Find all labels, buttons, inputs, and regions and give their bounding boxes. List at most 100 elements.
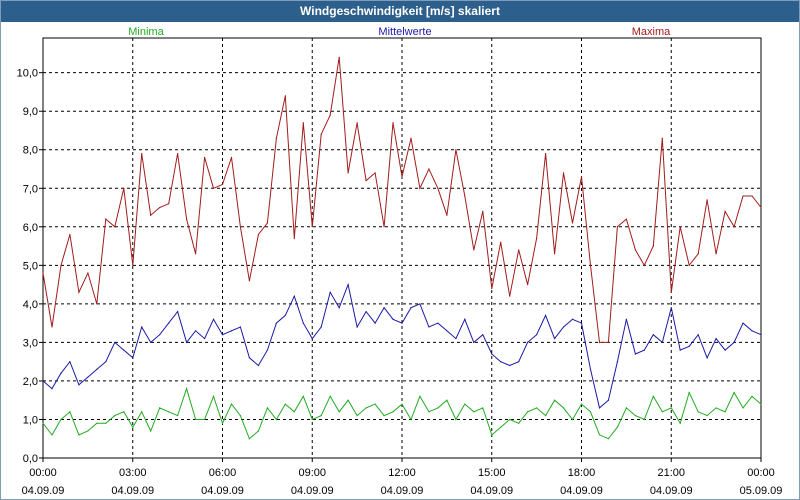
data-point bbox=[437, 322, 439, 324]
data-point bbox=[248, 357, 251, 359]
data-point bbox=[311, 337, 313, 340]
data-point bbox=[491, 287, 493, 290]
x-tick-time: 03:00 bbox=[119, 467, 147, 479]
x-tick-date: 04.09.09 bbox=[381, 485, 424, 497]
data-point bbox=[203, 337, 206, 340]
data-point bbox=[194, 330, 197, 332]
data-point bbox=[105, 218, 107, 220]
y-axis-ticks: 0,0 1,0 2,0 3,0 4,0 5,0 6,0 7,0 8,0 9,0 10,0 bbox=[17, 68, 43, 465]
data-point bbox=[473, 249, 475, 251]
data-point bbox=[625, 218, 627, 220]
data-point bbox=[742, 407, 744, 409]
data-point bbox=[42, 422, 44, 424]
data-point bbox=[168, 322, 170, 324]
data-point bbox=[177, 310, 179, 313]
x-tick-date: 04.09.09 bbox=[470, 485, 513, 497]
data-point bbox=[482, 210, 484, 212]
data-point bbox=[383, 226, 385, 228]
data-point bbox=[105, 422, 107, 424]
data-point bbox=[132, 426, 134, 428]
data-point bbox=[212, 395, 215, 397]
data-point bbox=[571, 418, 574, 421]
data-point bbox=[509, 364, 511, 367]
x-tick-date: 04.09.09 bbox=[291, 485, 334, 497]
data-point bbox=[69, 233, 71, 236]
x-tick-date: 04.09.09 bbox=[22, 485, 65, 497]
data-point bbox=[580, 322, 583, 324]
data-point bbox=[374, 322, 376, 324]
data-point bbox=[365, 179, 367, 182]
data-point bbox=[536, 237, 538, 239]
data-point bbox=[257, 430, 259, 432]
data-point bbox=[374, 403, 376, 405]
data-point bbox=[293, 411, 295, 413]
data-point bbox=[697, 253, 699, 255]
data-point bbox=[419, 187, 421, 189]
data-point bbox=[652, 395, 654, 397]
data-point bbox=[428, 326, 430, 328]
series-lines bbox=[42, 56, 762, 440]
data-point bbox=[239, 326, 242, 328]
data-point bbox=[446, 330, 448, 332]
data-point bbox=[42, 272, 44, 274]
data-point bbox=[60, 372, 62, 374]
data-point bbox=[634, 415, 636, 417]
data-point bbox=[643, 264, 645, 266]
data-point bbox=[203, 418, 206, 421]
data-point bbox=[194, 418, 197, 421]
data-point bbox=[527, 341, 529, 344]
data-point bbox=[446, 399, 448, 401]
data-point bbox=[715, 253, 717, 255]
data-point bbox=[634, 249, 636, 251]
data-point bbox=[553, 337, 556, 340]
data-point bbox=[751, 195, 753, 197]
data-point bbox=[365, 310, 367, 313]
data-point bbox=[661, 341, 663, 344]
data-point bbox=[51, 326, 53, 328]
data-point bbox=[401, 322, 403, 324]
data-point bbox=[275, 322, 277, 324]
data-point bbox=[464, 195, 466, 197]
data-point bbox=[437, 187, 439, 189]
data-point bbox=[383, 415, 385, 417]
data-point bbox=[553, 253, 556, 255]
grid-lines bbox=[43, 38, 761, 458]
data-point bbox=[203, 156, 206, 159]
data-point bbox=[580, 176, 583, 178]
data-point bbox=[87, 430, 89, 432]
data-point bbox=[293, 237, 295, 239]
data-point bbox=[598, 407, 601, 409]
data-point bbox=[652, 334, 654, 336]
data-point bbox=[473, 411, 475, 413]
data-point bbox=[410, 137, 412, 139]
data-point bbox=[491, 434, 493, 436]
data-point bbox=[437, 407, 439, 409]
data-point bbox=[186, 218, 188, 220]
legend-label-maxima: Maxima bbox=[632, 26, 671, 38]
y-tick-label: 7,0 bbox=[23, 183, 38, 195]
data-point bbox=[518, 422, 520, 424]
data-point bbox=[733, 226, 735, 228]
data-point bbox=[751, 395, 753, 397]
data-point bbox=[625, 318, 627, 320]
legend-label-minima: Minima bbox=[128, 26, 164, 38]
data-point bbox=[679, 226, 681, 228]
data-point bbox=[419, 395, 421, 397]
data-point bbox=[616, 426, 619, 428]
data-point bbox=[186, 341, 188, 344]
data-point bbox=[670, 407, 672, 409]
data-point bbox=[562, 326, 565, 328]
data-point bbox=[455, 149, 457, 151]
y-tick-label: 4,0 bbox=[23, 299, 38, 311]
x-tick-time: 00:00 bbox=[747, 467, 775, 479]
data-point bbox=[329, 291, 331, 293]
data-point bbox=[194, 253, 197, 255]
data-point bbox=[150, 430, 152, 432]
data-point bbox=[410, 307, 412, 309]
data-point bbox=[724, 210, 726, 212]
data-point bbox=[356, 326, 358, 328]
data-point bbox=[643, 418, 645, 421]
data-point bbox=[347, 284, 349, 286]
data-point bbox=[473, 341, 475, 344]
